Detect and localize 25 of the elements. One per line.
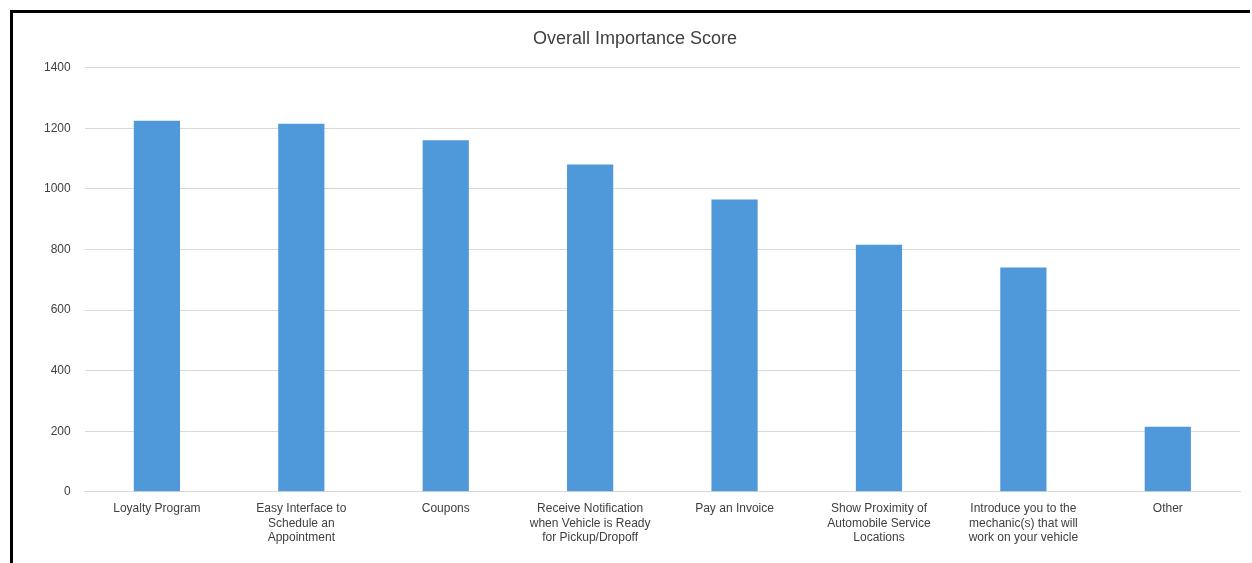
x-tick-label: Loyalty Program: [113, 501, 201, 516]
bar: [1000, 267, 1047, 492]
bar: [1144, 426, 1191, 492]
bar: [855, 244, 903, 492]
x-tick-label: Introduce you to the mechanic(s) that will work on your vehicle: [967, 501, 1079, 545]
y-tick-label: 200: [50, 423, 72, 438]
x-tick-label: Receive Notification when Vehicle is Ready for Pickup/Dropoff: [528, 501, 651, 545]
x-tick-label: Pay an Invoice: [695, 501, 775, 516]
y-tick-label: 0: [64, 484, 72, 499]
bar: [711, 199, 758, 492]
x-tick-label: Other: [1152, 501, 1183, 516]
bar: [567, 164, 614, 492]
y-tick-label: 600: [50, 302, 72, 317]
chart-title: Overall Importance Score: [532, 27, 738, 48]
bar: [422, 140, 469, 492]
y-tick-label: 1000: [43, 181, 72, 196]
bar: [133, 120, 181, 492]
y-tick-label: 400: [50, 362, 72, 377]
y-tick-label: 800: [50, 241, 72, 256]
bar: [278, 123, 325, 492]
y-tick-label: 1400: [43, 59, 72, 74]
x-tick-label: Easy Interface to Schedule an Appointment: [256, 501, 347, 545]
y-tick-label: 1200: [43, 120, 72, 135]
x-tick-label: Show Proximity of Automobile Service Locations: [827, 501, 931, 545]
x-tick-label: Coupons: [421, 501, 470, 516]
